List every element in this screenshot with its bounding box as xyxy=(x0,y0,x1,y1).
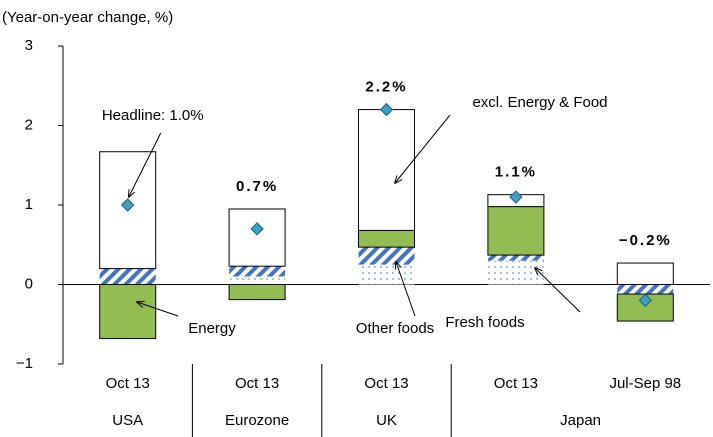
series-label: Energy xyxy=(188,320,236,337)
y-tick-label: −1 xyxy=(16,355,33,372)
group-label: Eurozone xyxy=(225,412,289,429)
bar-segment xyxy=(358,229,415,248)
bar-segment xyxy=(487,255,544,261)
series-label: Other foods xyxy=(356,320,434,337)
bar-segment xyxy=(487,206,545,256)
y-tick-label: 1 xyxy=(25,196,33,213)
headline-marker xyxy=(509,190,523,204)
x-tick-label: Oct 13 xyxy=(106,375,150,392)
group-label: Japan xyxy=(560,412,601,429)
x-tick-label: Oct 13 xyxy=(235,375,279,392)
bar-segment xyxy=(616,262,674,286)
bar-segment xyxy=(617,284,674,295)
bar-segment xyxy=(358,247,415,265)
bar-segment xyxy=(99,284,157,340)
headline-label: 0.7% xyxy=(236,178,278,195)
bar-segment xyxy=(487,260,544,285)
headline-marker xyxy=(379,102,394,117)
y-axis-label: (Year-on-year change, %) xyxy=(2,9,173,26)
bar-segment xyxy=(358,264,415,285)
group-label: UK xyxy=(376,412,397,429)
series-label: Fresh foods xyxy=(445,314,524,331)
bar-segment xyxy=(99,268,156,285)
bar-segment xyxy=(229,266,286,277)
x-tick-label: Oct 13 xyxy=(494,375,538,392)
headline-marker xyxy=(638,293,653,308)
arrow xyxy=(129,132,162,197)
headline-label: Headline: 1.0% xyxy=(102,107,204,124)
x-tick-label: Oct 13 xyxy=(364,375,408,392)
group-label: USA xyxy=(112,412,143,429)
series-label: excl. Energy & Food xyxy=(472,94,607,111)
arrow xyxy=(396,262,416,317)
arrow xyxy=(395,114,451,183)
bar-segment xyxy=(228,284,286,301)
headline-marker xyxy=(120,198,135,212)
headline-label: 1.1% xyxy=(495,164,537,181)
headline-marker xyxy=(250,222,264,236)
headline-label: 2.2% xyxy=(365,79,407,96)
arrow xyxy=(535,268,581,313)
y-tick-label: 2 xyxy=(25,116,33,133)
headline-label: −0.2% xyxy=(619,232,672,249)
x-tick-label: Jul-Sep 98 xyxy=(609,375,681,392)
y-tick-label: 3 xyxy=(25,37,33,54)
bar-segment xyxy=(228,208,286,267)
y-tick-label: 0 xyxy=(25,275,33,292)
bar-segment xyxy=(229,276,286,285)
arrow xyxy=(137,302,179,317)
